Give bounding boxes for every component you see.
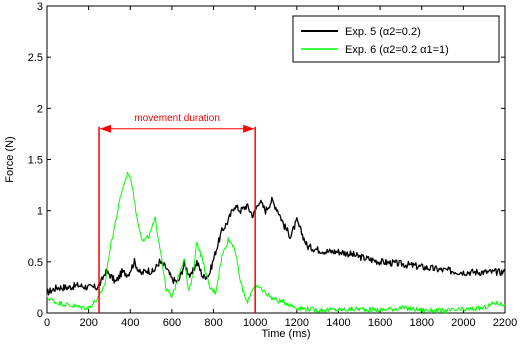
- series-lines: [46, 171, 506, 314]
- series-line-2: [46, 171, 506, 314]
- x-tick-label: 2000: [451, 317, 475, 329]
- legend-box: [292, 15, 500, 63]
- x-tick-label: 200: [79, 317, 97, 329]
- y-tick-label: 2: [37, 103, 43, 115]
- x-tick-label: 1800: [409, 317, 433, 329]
- x-tick-label: 0: [44, 317, 50, 329]
- x-tick-label: 1400: [326, 317, 350, 329]
- movement-duration-label: movement duration: [134, 113, 220, 124]
- x-tick-label: 400: [121, 317, 139, 329]
- legend: Exp. 5 (α2=0.2) Exp. 6 (α2=0.2 α1=1): [292, 15, 500, 63]
- y-tick-label: 1.5: [28, 155, 43, 167]
- x-tick-label: 1200: [285, 317, 309, 329]
- x-tick-label: 600: [163, 317, 181, 329]
- series-line-1: [46, 196, 506, 296]
- y-axis-label: Force (N): [4, 136, 16, 182]
- legend-label-2: Exp. 6 (α2=0.2 α1=1): [345, 44, 449, 56]
- x-tick-label: 1600: [368, 317, 392, 329]
- y-tick-label: 0: [37, 308, 43, 320]
- x-tick-label: 2200: [493, 317, 517, 329]
- y-tick-label: 1: [37, 206, 43, 218]
- movement-duration-annotation: movement duration: [98, 113, 256, 313]
- y-tick-label: 2.5: [28, 52, 43, 64]
- arrow-head-left: [100, 124, 112, 133]
- y-tick-label: 0.5: [28, 257, 43, 269]
- legend-label-1: Exp. 5 (α2=0.2): [345, 26, 421, 38]
- y-tick-label: 3: [37, 1, 43, 13]
- x-tick-label: 800: [204, 317, 222, 329]
- x-tick-label: 1000: [243, 317, 267, 329]
- x-axis-label: Time (ms): [261, 328, 310, 340]
- arrow-head-right: [243, 124, 255, 133]
